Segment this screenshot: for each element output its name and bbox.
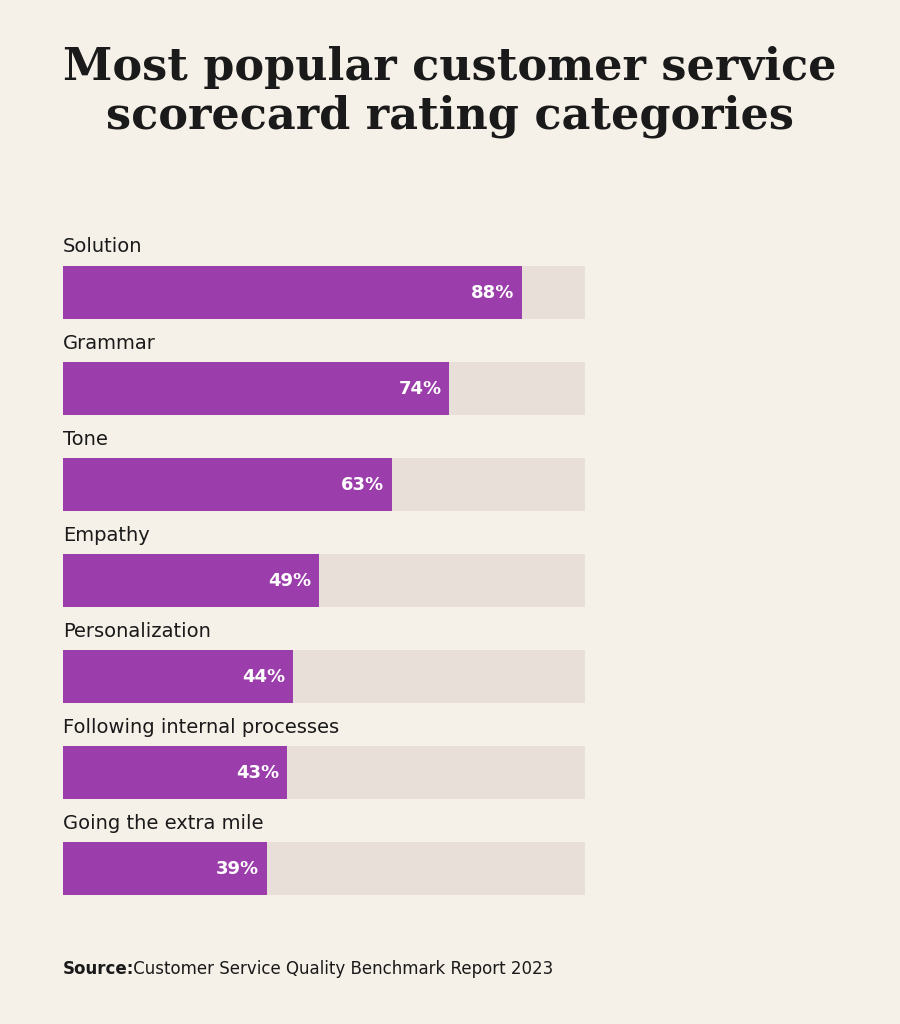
FancyBboxPatch shape [63,554,585,607]
FancyBboxPatch shape [63,843,266,895]
FancyBboxPatch shape [63,458,392,511]
FancyBboxPatch shape [63,746,287,799]
Text: Empathy: Empathy [63,525,149,545]
Text: Following internal processes: Following internal processes [63,718,339,736]
FancyBboxPatch shape [63,362,585,415]
FancyBboxPatch shape [63,362,449,415]
Text: 74%: 74% [399,380,441,397]
Text: 39%: 39% [216,860,258,878]
Text: 49%: 49% [268,571,310,590]
FancyBboxPatch shape [63,650,585,703]
FancyBboxPatch shape [63,266,585,318]
Text: Most popular customer service
scorecard rating categories: Most popular customer service scorecard … [63,46,837,137]
Text: Grammar: Grammar [63,334,156,352]
Text: Personalization: Personalization [63,622,211,641]
Text: Source:: Source: [63,959,134,978]
FancyBboxPatch shape [63,746,585,799]
Text: 63%: 63% [341,475,384,494]
Text: 44%: 44% [242,668,284,686]
FancyBboxPatch shape [63,266,522,318]
Text: Solution: Solution [63,238,142,256]
FancyBboxPatch shape [63,458,585,511]
Text: Going the extra mile: Going the extra mile [63,814,264,833]
Text: 88%: 88% [472,284,515,301]
Text: 43%: 43% [237,764,280,781]
FancyBboxPatch shape [63,650,292,703]
Text: Tone: Tone [63,430,108,449]
FancyBboxPatch shape [63,554,319,607]
Text: Customer Service Quality Benchmark Report 2023: Customer Service Quality Benchmark Repor… [128,959,553,978]
FancyBboxPatch shape [63,843,585,895]
